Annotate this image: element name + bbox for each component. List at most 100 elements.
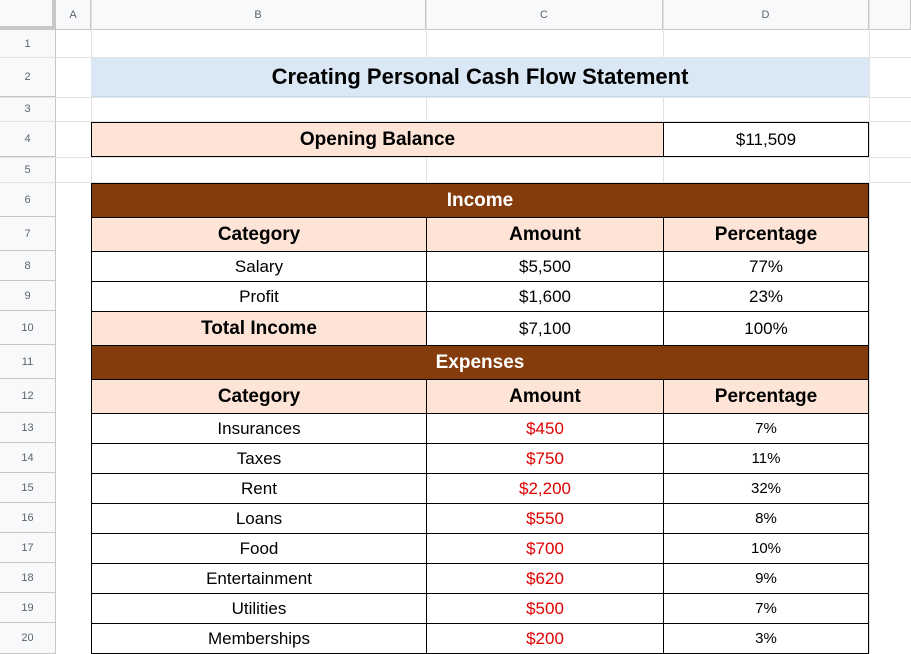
row-header-14[interactable]: 14 bbox=[0, 443, 56, 473]
cell-text: 77% bbox=[748, 256, 784, 276]
expense-row-amount[interactable]: $2,200 bbox=[426, 473, 664, 504]
expense-row-category[interactable]: Taxes bbox=[91, 443, 427, 474]
income-header-percentage[interactable]: Percentage bbox=[663, 217, 869, 252]
cell-text: $500 bbox=[526, 598, 564, 618]
cell-text: Food bbox=[239, 538, 279, 558]
row-header-label: 6 bbox=[24, 193, 31, 206]
cell-text: $700 bbox=[526, 538, 564, 558]
expense-row-category[interactable]: Memberships bbox=[91, 623, 427, 654]
income-row-amount[interactable]: $5,500 bbox=[426, 251, 664, 282]
income-row-percentage[interactable]: 77% bbox=[663, 251, 869, 282]
row-header-10[interactable]: 10 bbox=[0, 311, 56, 345]
cell-text: $450 bbox=[526, 418, 564, 438]
row-header-11[interactable]: 11 bbox=[0, 345, 56, 379]
income-row-category[interactable]: Salary bbox=[91, 251, 427, 282]
row-header-label: 4 bbox=[24, 133, 31, 145]
expense-row-amount[interactable]: $620 bbox=[426, 563, 664, 594]
column-header-e[interactable] bbox=[869, 0, 911, 30]
expense-row-category[interactable]: Loans bbox=[91, 503, 427, 534]
expense-row-percentage[interactable]: 7% bbox=[663, 593, 869, 624]
expense-row-amount[interactable]: $700 bbox=[426, 533, 664, 564]
gridline bbox=[0, 182, 911, 183]
total-income-percentage-cell[interactable]: 100% bbox=[663, 311, 869, 346]
expense-row-percentage[interactable]: 32% bbox=[663, 473, 869, 504]
row-header-label: 20 bbox=[21, 632, 34, 644]
income-row-percentage[interactable]: 23% bbox=[663, 281, 869, 312]
expense-row-amount[interactable]: $550 bbox=[426, 503, 664, 534]
expense-row-amount[interactable]: $200 bbox=[426, 623, 664, 654]
income-row-amount[interactable]: $1,600 bbox=[426, 281, 664, 312]
income-header-category[interactable]: Category bbox=[91, 217, 427, 252]
total-income-label-cell[interactable]: Total Income bbox=[91, 311, 427, 346]
total-income-label: Total Income bbox=[201, 317, 317, 339]
column-header-a[interactable]: A bbox=[56, 0, 91, 30]
row-header-16[interactable]: 16 bbox=[0, 503, 56, 533]
row-header-4[interactable]: 4 bbox=[0, 122, 56, 157]
expenses-header-category[interactable]: Category bbox=[91, 379, 427, 414]
expense-row-percentage[interactable]: 8% bbox=[663, 503, 869, 534]
column-header-label: C bbox=[540, 8, 548, 21]
row-header-2[interactable]: 2 bbox=[0, 58, 56, 97]
row-header-20[interactable]: 20 bbox=[0, 623, 56, 654]
row-header-3[interactable]: 3 bbox=[0, 97, 56, 122]
column-header-c[interactable]: C bbox=[426, 0, 663, 30]
column-label: Category bbox=[217, 223, 301, 245]
income-row-category[interactable]: Profit bbox=[91, 281, 427, 312]
row-header-12[interactable]: 12 bbox=[0, 379, 56, 413]
expense-row-percentage[interactable]: 9% bbox=[663, 563, 869, 594]
row-header-19[interactable]: 19 bbox=[0, 593, 56, 623]
expense-row-category[interactable]: Rent bbox=[91, 473, 427, 504]
row-header-label: 5 bbox=[24, 163, 31, 176]
opening-balance-value-cell[interactable]: $11,509 bbox=[663, 122, 869, 157]
row-header-label: 18 bbox=[21, 571, 34, 584]
cell-text: Memberships bbox=[207, 628, 311, 648]
row-header-label: 2 bbox=[24, 71, 31, 83]
expense-row-category[interactable]: Utilities bbox=[91, 593, 427, 624]
row-header-1[interactable]: 1 bbox=[0, 30, 56, 58]
gridline bbox=[0, 157, 911, 158]
row-header-6[interactable]: 6 bbox=[0, 183, 56, 217]
row-header-18[interactable]: 18 bbox=[0, 563, 56, 593]
row-header-15[interactable]: 15 bbox=[0, 473, 56, 503]
expense-row-amount[interactable]: $450 bbox=[426, 413, 664, 444]
total-income-amount-cell[interactable]: $7,100 bbox=[426, 311, 664, 346]
expense-row-amount[interactable]: $750 bbox=[426, 443, 664, 474]
row-header-9[interactable]: 9 bbox=[0, 281, 56, 311]
expense-row-percentage[interactable]: 10% bbox=[663, 533, 869, 564]
row-header-13[interactable]: 13 bbox=[0, 413, 56, 443]
cell-text: Taxes bbox=[236, 448, 282, 468]
row-header-5[interactable]: 5 bbox=[0, 157, 56, 183]
row-header-label: 7 bbox=[24, 227, 31, 240]
sheet-title-cell[interactable]: Creating Personal Cash Flow Statement bbox=[91, 58, 869, 97]
expenses-header-amount[interactable]: Amount bbox=[426, 379, 664, 414]
expense-row-percentage[interactable]: 3% bbox=[663, 623, 869, 654]
expenses-header-percentage[interactable]: Percentage bbox=[663, 379, 869, 414]
expense-row-category[interactable]: Insurances bbox=[91, 413, 427, 444]
income-section-header[interactable]: Income bbox=[91, 183, 869, 218]
row-header-label: 8 bbox=[24, 259, 31, 272]
cell-text: $2,200 bbox=[519, 478, 571, 498]
row-header-label: 9 bbox=[24, 289, 31, 302]
expense-row-category[interactable]: Entertainment bbox=[91, 563, 427, 594]
row-header-8[interactable]: 8 bbox=[0, 251, 56, 281]
income-header-amount[interactable]: Amount bbox=[426, 217, 664, 252]
column-header-b[interactable]: B bbox=[91, 0, 426, 30]
cell-text: 9% bbox=[755, 570, 777, 587]
expense-row-percentage[interactable]: 11% bbox=[663, 443, 869, 474]
row-header-7[interactable]: 7 bbox=[0, 217, 56, 251]
select-all-corner[interactable] bbox=[0, 0, 56, 30]
row-header-17[interactable]: 17 bbox=[0, 533, 56, 563]
expense-row-percentage[interactable]: 7% bbox=[663, 413, 869, 444]
opening-balance-label-cell[interactable]: Opening Balance bbox=[91, 122, 664, 157]
column-header-d[interactable]: D bbox=[663, 0, 869, 30]
expenses-section-header[interactable]: Expenses bbox=[91, 345, 869, 380]
expense-row-category[interactable]: Food bbox=[91, 533, 427, 564]
row-header-label: 3 bbox=[24, 103, 31, 115]
column-label: Percentage bbox=[714, 385, 818, 407]
opening-balance-value: $11,509 bbox=[735, 129, 797, 149]
column-label: Percentage bbox=[714, 223, 818, 245]
expense-row-amount[interactable]: $500 bbox=[426, 593, 664, 624]
opening-balance-label: Opening Balance bbox=[299, 128, 456, 150]
row-header-label: 12 bbox=[21, 389, 34, 402]
cell-text: 8% bbox=[755, 510, 777, 527]
